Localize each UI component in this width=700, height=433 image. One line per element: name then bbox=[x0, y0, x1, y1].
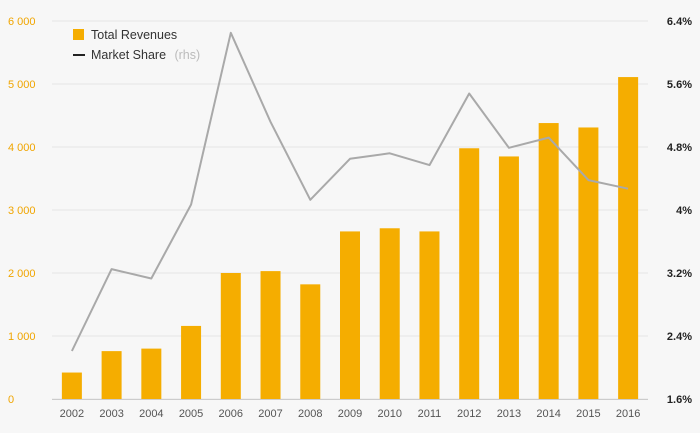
left-tick-label: 3 000 bbox=[8, 205, 36, 217]
x-tick-label: 2007 bbox=[258, 408, 282, 420]
market-share-line-group bbox=[71, 31, 629, 352]
right-tick-label: 6.4% bbox=[667, 16, 692, 28]
x-tick-label: 2006 bbox=[219, 408, 243, 420]
revenue-bar-2013 bbox=[498, 156, 519, 399]
x-tick-label: 2011 bbox=[418, 408, 442, 420]
left-tick-label: 5 000 bbox=[8, 79, 36, 91]
revenue-bar-2002 bbox=[61, 372, 82, 399]
x-tick-label: 2002 bbox=[60, 408, 84, 420]
legend-label-market-share: Market Share (rhs) bbox=[91, 46, 200, 63]
right-tick-label: 5.6% bbox=[667, 79, 692, 91]
x-tick-label: 2009 bbox=[338, 408, 362, 420]
legend: Total Revenues Market Share (rhs) bbox=[73, 28, 200, 63]
legend-label-market-share-text: Market Share bbox=[91, 48, 166, 62]
right-tick-label: 1.6% bbox=[667, 394, 692, 406]
x-tick-label: 2016 bbox=[616, 408, 640, 420]
revenue-bar-2009 bbox=[340, 231, 360, 399]
revenue-bar-2015 bbox=[578, 127, 599, 399]
legend-swatch-total-revenues bbox=[73, 29, 84, 40]
x-tick-label: 2010 bbox=[377, 408, 401, 420]
revenue-bars bbox=[61, 77, 639, 399]
x-tick-label: 2014 bbox=[536, 408, 560, 420]
left-tick-label: 0 bbox=[8, 394, 14, 406]
revenue-bar-2007 bbox=[260, 271, 281, 399]
x-tick-label: 2008 bbox=[298, 408, 322, 420]
revenue-bar-2012 bbox=[459, 148, 480, 399]
revenue-bar-2010 bbox=[379, 228, 400, 399]
right-axis-ticks: 1.6% 2.4% 3.2% 4% 4.8% 5.6% 6.4% bbox=[667, 16, 692, 406]
revenue-bar-2016 bbox=[618, 77, 639, 399]
x-tick-label: 2015 bbox=[576, 408, 600, 420]
right-tick-label: 3.2% bbox=[667, 268, 692, 280]
revenue-bar-2006 bbox=[220, 273, 241, 399]
left-axis-ticks: 0 1 000 2 000 3 000 4 000 5 000 6 000 bbox=[8, 16, 36, 406]
x-tick-label: 2003 bbox=[99, 408, 123, 420]
revenue-bar-2011 bbox=[419, 231, 440, 399]
revenue-bar-2008 bbox=[300, 284, 321, 399]
legend-label-market-share-suffix: (rhs) bbox=[174, 48, 200, 62]
right-tick-label: 4% bbox=[676, 205, 692, 217]
revenue-bar-2005 bbox=[181, 325, 202, 399]
x-axis-ticks: 2002 2003 2004 2005 2006 2007 2008 2009 2010 2011… bbox=[52, 399, 648, 420]
left-tick-label: 4 000 bbox=[8, 142, 36, 154]
right-tick-label: 2.4% bbox=[667, 331, 692, 343]
revenue-bar-2004 bbox=[141, 348, 162, 399]
x-tick-label: 2012 bbox=[457, 408, 481, 420]
x-tick-label: 2004 bbox=[139, 408, 163, 420]
right-tick-label: 4.8% bbox=[667, 142, 692, 154]
left-tick-label: 2 000 bbox=[8, 268, 36, 280]
left-tick-label: 1 000 bbox=[8, 331, 36, 343]
x-tick-label: 2005 bbox=[179, 408, 203, 420]
revenue-bar-2014 bbox=[538, 123, 559, 399]
market-share-line bbox=[71, 31, 629, 352]
x-tick-label: 2013 bbox=[497, 408, 521, 420]
revenue-bar-2003 bbox=[101, 351, 122, 399]
left-tick-label: 6 000 bbox=[8, 16, 36, 28]
legend-label-total-revenues: Total Revenues bbox=[91, 28, 177, 42]
